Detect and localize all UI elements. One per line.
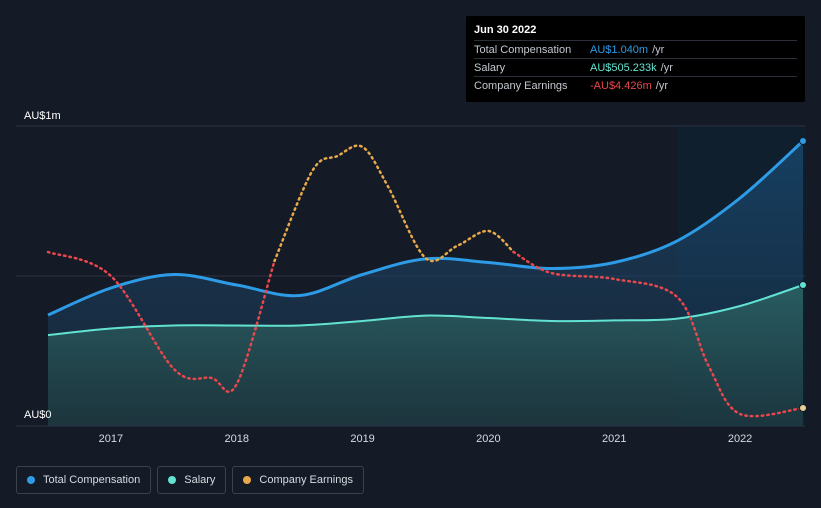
tooltip-value: AU$505.233k [590, 61, 657, 74]
legend-label: Total Compensation [43, 474, 141, 486]
company-earnings-line-positive [273, 144, 515, 263]
legend-item-salary[interactable]: Salary [157, 466, 227, 494]
x-tick-label: 2022 [728, 433, 752, 445]
tooltip-date: Jun 30 2022 [474, 24, 537, 36]
tooltip-value: AU$1.040m [590, 43, 649, 56]
company-earnings-end-marker [799, 404, 807, 412]
total-compensation-end-marker [799, 137, 807, 145]
x-tick-label: 2018 [225, 433, 249, 445]
legend-label: Company Earnings [259, 474, 353, 486]
tooltip-value: -AU$4.426m [590, 79, 652, 92]
tooltip-label: Salary [474, 61, 506, 74]
legend: Total Compensation Salary Company Earnin… [16, 466, 364, 494]
tooltip-unit: /yr [660, 61, 673, 74]
x-tick-label: 2017 [99, 433, 123, 445]
y-axis-bottom-label: AU$0 [24, 409, 52, 421]
salary-end-marker [799, 281, 807, 289]
tooltip-row-earnings: Company Earnings -AU$4.426m /yr [474, 76, 797, 94]
tooltip-unit: /yr [655, 79, 668, 92]
legend-dot-icon [243, 476, 252, 484]
tooltip-label: Total Compensation [474, 43, 572, 56]
tooltip-row-salary: Salary AU$505.233k /yr [474, 58, 797, 76]
y-axis-top-label: AU$1m [24, 110, 61, 122]
x-tick-label: 2019 [350, 433, 374, 445]
salary-area [48, 285, 803, 426]
x-tick-label: 2021 [602, 433, 626, 445]
tooltip-row-total: Total Compensation AU$1.040m /yr [474, 40, 797, 58]
legend-dot-icon [27, 476, 35, 484]
salary-line [47, 284, 804, 337]
company-earnings-line-negative [46, 250, 805, 418]
legend-dot-icon [168, 476, 177, 484]
legend-label: Salary [184, 474, 216, 486]
tooltip: Jun 30 2022 Total Compensation AU$1.040m… [466, 16, 805, 102]
tooltip-unit: /yr [652, 43, 665, 56]
tooltip-label: Company Earnings [474, 79, 568, 92]
legend-item-company-earnings[interactable]: Company Earnings [232, 466, 364, 494]
legend-item-total-compensation[interactable]: Total Compensation [16, 466, 152, 494]
x-tick-label: 2020 [476, 433, 500, 445]
